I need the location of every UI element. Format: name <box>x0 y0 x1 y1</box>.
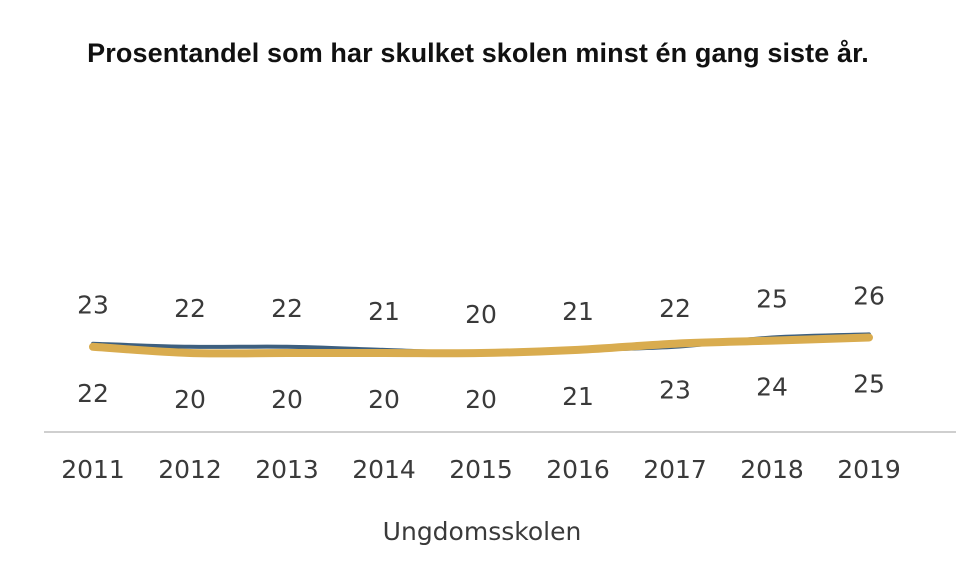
data-label: 21 <box>562 382 594 411</box>
data-label: 20 <box>368 385 400 414</box>
x-tick-label: 2014 <box>352 455 416 484</box>
data-label: 21 <box>562 297 594 326</box>
x-tick-label: 2015 <box>449 455 513 484</box>
x-tick-label: 2018 <box>740 455 804 484</box>
x-tick-label: 2017 <box>643 455 707 484</box>
series-layer <box>89 332 873 358</box>
data-label: 20 <box>465 300 497 329</box>
x-tick-labels: 2011 2012 2013 2014 2015 2016 2017 2018 2019 <box>61 455 901 484</box>
x-tick-label: 2019 <box>837 455 901 484</box>
x-tick-label: 2012 <box>158 455 222 484</box>
data-label: 20 <box>174 385 206 414</box>
x-axis-title: Ungdomsskolen <box>383 517 582 546</box>
data-label: 22 <box>174 294 206 323</box>
data-label: 21 <box>368 297 400 326</box>
data-label: 25 <box>756 285 788 314</box>
chart-title: Prosentandel som har skulket skolen mins… <box>87 38 869 68</box>
data-label: 22 <box>659 294 691 323</box>
data-label: 23 <box>659 376 691 405</box>
data-label: 24 <box>756 373 788 402</box>
x-tick-label: 2016 <box>546 455 610 484</box>
data-label: 20 <box>271 385 303 414</box>
data-label: 20 <box>465 385 497 414</box>
data-label: 23 <box>77 291 109 320</box>
data-labels: 23 22 22 21 20 21 22 25 26 22 20 20 20 20 21 23 24 25 <box>77 281 885 414</box>
data-label: 22 <box>77 379 109 408</box>
x-tick-label: 2013 <box>255 455 319 484</box>
data-label: 25 <box>853 370 885 399</box>
data-label: 26 <box>853 281 885 310</box>
series-line-2 <box>89 333 873 358</box>
data-label: 22 <box>271 294 303 323</box>
x-tick-label: 2011 <box>61 455 125 484</box>
